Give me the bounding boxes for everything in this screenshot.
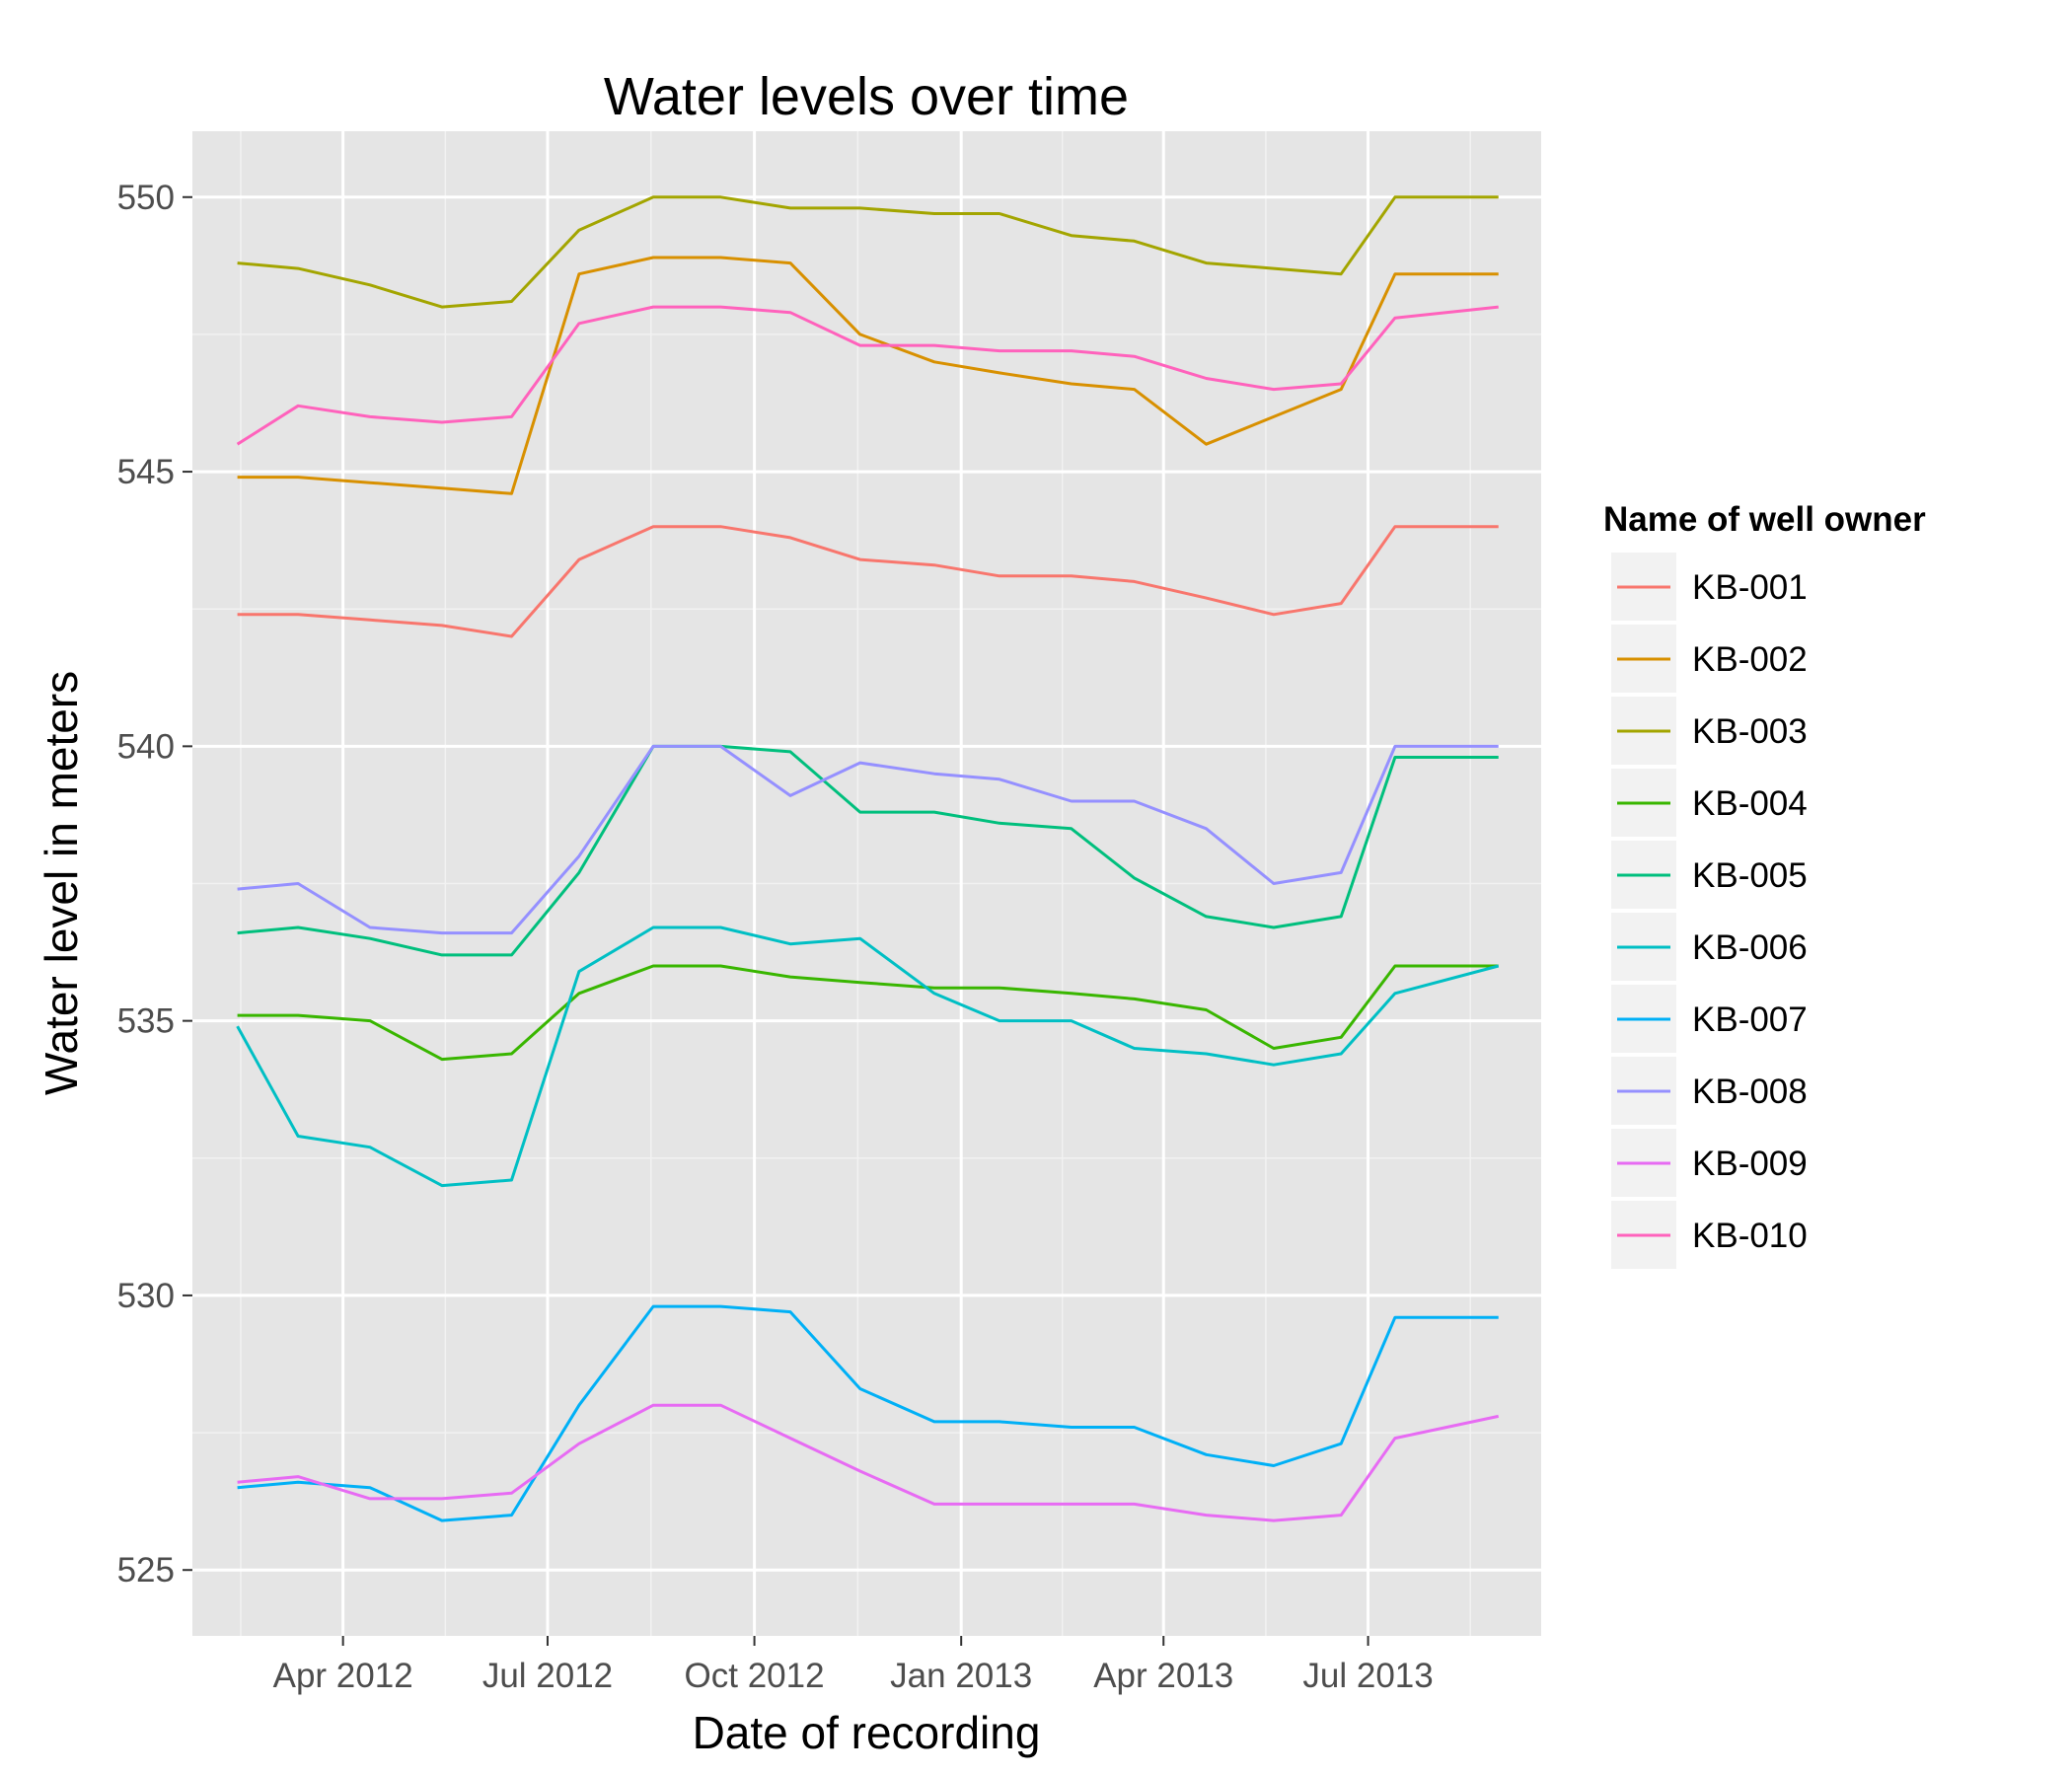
legend-label: KB-009 bbox=[1692, 1145, 1808, 1183]
y-tick-label: 530 bbox=[117, 1277, 175, 1315]
legend-label: KB-010 bbox=[1692, 1217, 1808, 1255]
y-tick-label: 535 bbox=[117, 1002, 175, 1041]
legend-label: KB-005 bbox=[1692, 856, 1808, 895]
y-axis-title: Water level in meters bbox=[36, 671, 87, 1095]
axis-ticks bbox=[183, 195, 1369, 1646]
legend-label: KB-002 bbox=[1692, 640, 1808, 679]
chart-title: Water levels over time bbox=[604, 67, 1129, 126]
series-line-kb-005 bbox=[237, 744, 1499, 957]
legend-label: KB-004 bbox=[1692, 784, 1808, 823]
x-tick-label: Oct 2012 bbox=[685, 1657, 825, 1695]
legend-label: KB-008 bbox=[1692, 1073, 1808, 1111]
series-line-kb-001 bbox=[237, 525, 1499, 638]
series-line-kb-003 bbox=[237, 195, 1499, 309]
minor-gridlines bbox=[192, 131, 1541, 1636]
x-tick-label: Apr 2012 bbox=[273, 1657, 413, 1695]
series-line-kb-009 bbox=[237, 1403, 1500, 1522]
series-line-kb-004 bbox=[237, 964, 1499, 1062]
major-gridlines bbox=[192, 131, 1541, 1636]
series-line-kb-010 bbox=[236, 305, 1499, 446]
legend-label: KB-007 bbox=[1692, 1000, 1808, 1039]
series-line-kb-006 bbox=[236, 925, 1500, 1188]
legend-label: KB-006 bbox=[1692, 928, 1808, 967]
x-tick-label: Jul 2013 bbox=[1302, 1657, 1433, 1695]
series-line-kb-002 bbox=[237, 256, 1499, 495]
legend-label: KB-001 bbox=[1692, 568, 1808, 607]
legend-label: KB-003 bbox=[1692, 712, 1808, 751]
series-lines bbox=[236, 195, 1500, 1522]
legend: Name of well owner KB-001 KB-002 KB-003 KB-… bbox=[1603, 500, 1926, 1269]
x-tick-label: Jan 2013 bbox=[890, 1657, 1032, 1695]
series-line-kb-008 bbox=[237, 744, 1499, 935]
y-tick-label: 550 bbox=[117, 179, 175, 217]
legend-title: Name of well owner bbox=[1603, 500, 1926, 539]
y-tick-label: 540 bbox=[117, 727, 175, 766]
y-tick-label: 525 bbox=[117, 1551, 175, 1590]
y-tick-label: 545 bbox=[117, 453, 175, 491]
series-line-kb-007 bbox=[237, 1304, 1499, 1522]
x-tick-label: Jul 2012 bbox=[482, 1657, 613, 1695]
tick-labels: 525 530 535 540 545 550 Apr 2012 Jul 2012 Oct 20… bbox=[117, 179, 1434, 1695]
x-tick-label: Apr 2013 bbox=[1093, 1657, 1233, 1695]
x-axis-title: Date of recording bbox=[693, 1707, 1041, 1758]
